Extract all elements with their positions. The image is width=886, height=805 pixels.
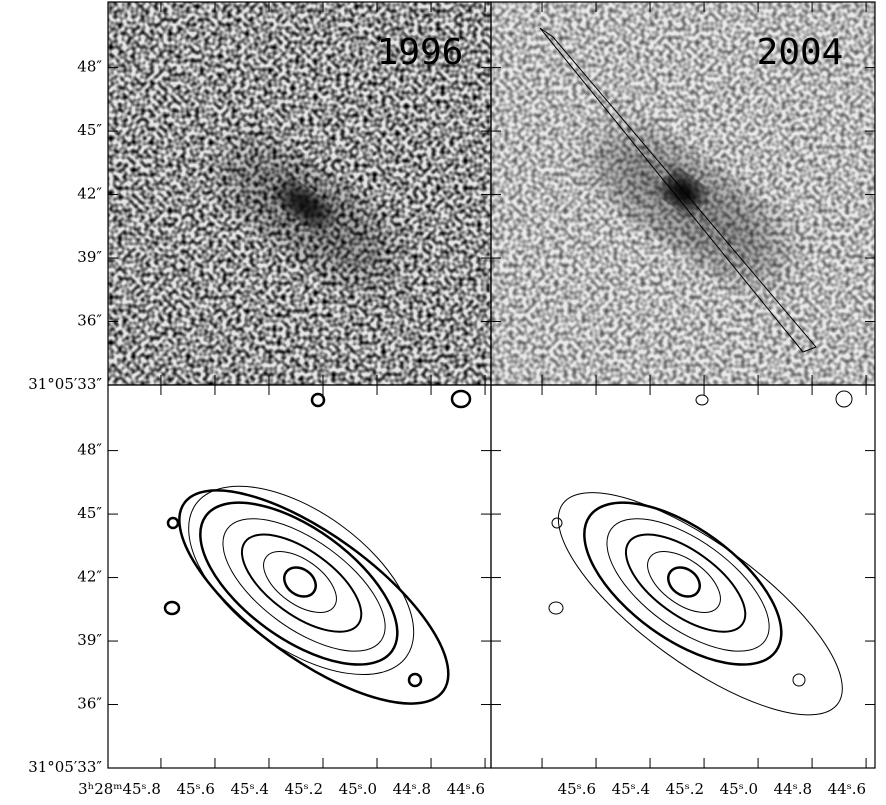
- y-tick-label: 39″: [77, 631, 102, 649]
- image-2004: [491, 2, 875, 385]
- panel-label: 1996: [377, 32, 464, 73]
- x-tick-label: 44ˢ.8: [393, 780, 431, 798]
- x-tick-label: 45ˢ.0: [720, 780, 758, 798]
- y-tick-label: 42″: [77, 185, 102, 203]
- y-tick-label: 48″: [77, 441, 102, 459]
- y-tick-label: 36″: [77, 695, 102, 713]
- contours-left: [163, 389, 472, 705]
- y-tick-label: 42″: [77, 568, 102, 586]
- x-tick-label: 45ˢ.2: [285, 780, 323, 798]
- x-tick-label: 45ˢ.4: [612, 780, 650, 798]
- y-tick-label: 45″: [77, 504, 102, 522]
- x-tick-label: 44ˢ.6: [447, 780, 485, 798]
- x-tick-label: 45ˢ.4: [231, 780, 269, 798]
- y-tick-label: 31°05′33″: [28, 375, 102, 393]
- y-tick-label: 31°05′33″: [28, 758, 102, 776]
- x-tick-label: 44ˢ.8: [774, 780, 812, 798]
- panel-frame: [490, 384, 876, 769]
- slit: [539, 27, 817, 353]
- x-tick-label: 45ˢ.6: [558, 780, 596, 798]
- panel-frame: [107, 384, 492, 769]
- y-tick-label: 45″: [77, 121, 102, 139]
- panel-label: 2004: [757, 32, 844, 73]
- image-1996: [108, 2, 491, 385]
- contours-right: [548, 390, 853, 716]
- y-tick-label: 39″: [77, 248, 102, 266]
- y-tick-label: 48″: [77, 58, 102, 76]
- x-tick-label: 45ˢ.0: [339, 780, 377, 798]
- x-tick-label: 44ˢ.6: [828, 780, 866, 798]
- x-tick-label: 45ˢ.2: [666, 780, 704, 798]
- y-tick-label: 36″: [77, 312, 102, 330]
- x-tick-label: 45ˢ.6: [177, 780, 215, 798]
- x-tick-label: 3ʰ28ᵐ45ˢ.8: [78, 780, 161, 798]
